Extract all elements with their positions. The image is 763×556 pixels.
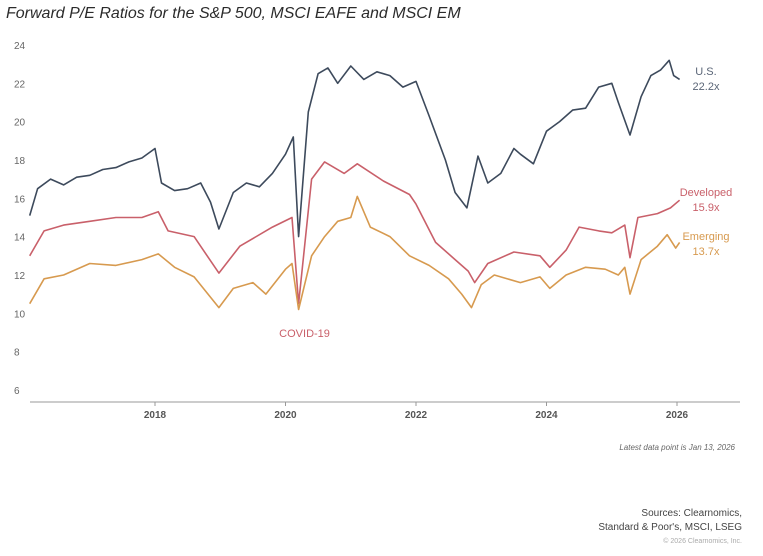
series-line-us (28, 59, 681, 238)
series-value-label: 13.7x (693, 246, 720, 258)
x-tick-label: 2018 (144, 410, 167, 421)
x-axis: 2018 2020 2022 2024 2026 (144, 402, 689, 421)
x-tick-label: 2024 (535, 410, 558, 421)
x-tick-label: 2022 (405, 410, 428, 421)
series-value-label: 22.2x (693, 81, 720, 93)
chart-title: Forward P/E Ratios for the S&P 500, MSCI… (6, 5, 461, 22)
y-tick-label: 16 (14, 194, 26, 205)
y-tick-label: 18 (14, 156, 26, 167)
series-name-label: Developed (680, 187, 733, 199)
series-lines (28, 59, 681, 311)
copyright: © 2026 Clearnomics, Inc. (663, 537, 742, 545)
y-tick-label: 8 (14, 348, 20, 359)
y-tick-label: 6 (14, 386, 20, 397)
sources-line-2: Standard & Poor's, MSCI, LSEG (598, 522, 742, 533)
series-line-developed (29, 161, 681, 305)
covid-annotation: COVID-19 (279, 328, 330, 340)
x-tick-label: 2026 (666, 410, 689, 421)
y-tick-label: 14 (14, 233, 26, 244)
y-tick-label: 24 (14, 41, 26, 52)
sources-line-1: Sources: Clearnomics, (641, 508, 742, 519)
series-line-emerging (29, 195, 681, 311)
y-tick-label: 22 (14, 79, 26, 90)
series-name-label: U.S. (695, 66, 716, 78)
y-tick-label: 20 (14, 118, 26, 129)
y-tick-label: 10 (14, 309, 26, 320)
y-axis: 6 8 10 12 14 16 18 20 22 24 (14, 41, 26, 397)
series-labels: U.S. 22.2x Developed 15.9x Emerging 13.7x (680, 66, 733, 258)
x-tick-label: 2020 (274, 410, 297, 421)
y-tick-label: 12 (14, 271, 26, 282)
series-name-label: Emerging (682, 231, 729, 243)
series-value-label: 15.9x (693, 202, 720, 214)
latest-data-note: Latest data point is Jan 13, 2026 (619, 443, 735, 452)
